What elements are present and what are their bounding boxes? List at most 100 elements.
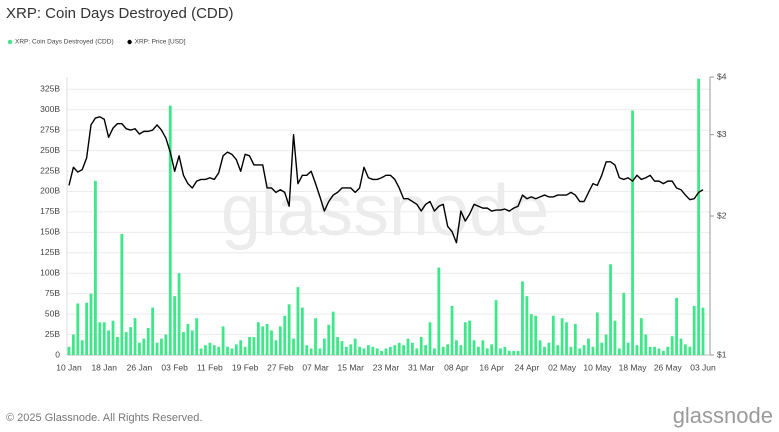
bar <box>468 320 472 355</box>
y-tick-label: 200B <box>40 186 60 196</box>
bar <box>186 323 190 355</box>
bar <box>428 322 432 355</box>
bar <box>591 346 595 355</box>
bar <box>261 326 265 355</box>
bar <box>675 297 678 355</box>
y-tick-label: 250B <box>40 145 60 155</box>
bar <box>683 344 687 355</box>
bar <box>688 346 692 355</box>
bar <box>494 300 498 355</box>
x-tick-label: 26 Jan <box>127 362 153 372</box>
x-tick-label: 08 Apr <box>444 362 469 372</box>
bar <box>692 305 696 355</box>
bar <box>635 345 639 355</box>
bar <box>331 311 335 355</box>
bar <box>234 344 238 355</box>
bar <box>76 303 80 355</box>
y-tick-label: 0 <box>55 349 60 359</box>
bar <box>72 334 75 355</box>
x-tick-label: 18 May <box>619 362 648 372</box>
bar <box>472 340 476 355</box>
bar <box>525 296 529 355</box>
bar <box>344 346 348 355</box>
logo: glassnode <box>673 403 773 428</box>
bar <box>389 346 392 355</box>
x-tick-label: 10 May <box>583 362 612 372</box>
x-tick-label: 23 Mar <box>373 362 400 372</box>
x-tick-label: 24 Apr <box>515 362 540 372</box>
bar <box>318 348 322 355</box>
y-tick-label: 225B <box>40 165 60 175</box>
bar <box>322 338 326 355</box>
bar <box>516 350 520 355</box>
bar <box>600 342 604 355</box>
bar <box>424 345 428 355</box>
bar <box>679 338 683 355</box>
bar <box>133 318 137 355</box>
bar <box>441 346 445 355</box>
bar <box>411 342 414 355</box>
bar <box>459 345 463 355</box>
bar <box>661 350 665 355</box>
bar <box>287 304 291 355</box>
bar <box>604 334 608 355</box>
bar <box>446 344 450 355</box>
bar <box>503 346 507 355</box>
bar <box>124 332 128 355</box>
bar <box>230 348 234 355</box>
bar <box>195 318 199 355</box>
bar <box>402 345 406 355</box>
bar <box>305 345 309 355</box>
bar <box>437 267 441 355</box>
bar <box>155 342 159 355</box>
bar <box>204 345 207 355</box>
bar <box>353 338 357 355</box>
bar <box>217 346 221 355</box>
bar <box>534 315 538 355</box>
bar <box>221 326 225 355</box>
x-tick-label: 18 Jan <box>91 362 117 372</box>
price-line <box>68 116 704 244</box>
copyright: © 2025 Glassnode. All Rights Reserved. <box>6 412 202 424</box>
bar <box>648 346 652 355</box>
bar <box>336 337 339 355</box>
bar <box>499 348 502 355</box>
bar <box>538 340 542 355</box>
bar <box>595 312 599 355</box>
bar <box>631 110 634 355</box>
bar <box>270 330 273 355</box>
x-tick-label: 15 Mar <box>338 362 365 372</box>
bar <box>617 348 621 355</box>
bar <box>199 348 203 355</box>
bar <box>142 338 146 355</box>
x-tick-label: 27 Feb <box>267 362 294 372</box>
bar <box>292 338 295 355</box>
x-tick-label: 03 Feb <box>161 362 188 372</box>
bar <box>85 302 89 355</box>
bar <box>362 348 366 355</box>
bar <box>300 307 304 355</box>
bar <box>393 345 397 355</box>
bar <box>309 348 313 355</box>
x-tick-label: 26 May <box>654 362 683 372</box>
watermark: glassnode <box>221 171 549 251</box>
bar <box>512 350 516 355</box>
bar <box>274 340 278 355</box>
bar <box>107 330 111 355</box>
bar <box>653 346 656 355</box>
bar <box>327 324 331 355</box>
bar <box>613 320 617 355</box>
bar <box>226 346 229 355</box>
bar <box>94 180 97 355</box>
bar <box>248 337 251 355</box>
bar <box>340 341 344 355</box>
y2-tick-label: $1 <box>717 349 727 359</box>
bar <box>521 281 524 355</box>
bar <box>164 334 168 355</box>
bar <box>252 337 256 355</box>
bar <box>670 336 674 355</box>
bar <box>455 340 458 355</box>
bar <box>208 342 212 355</box>
bar <box>560 318 564 355</box>
legend-label: XRP: Coin Days Destroyed (CDD) <box>15 39 114 46</box>
